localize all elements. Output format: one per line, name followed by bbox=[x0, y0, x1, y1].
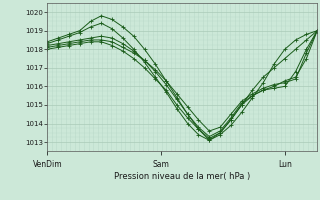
X-axis label: Pression niveau de la mer( hPa ): Pression niveau de la mer( hPa ) bbox=[114, 172, 251, 181]
